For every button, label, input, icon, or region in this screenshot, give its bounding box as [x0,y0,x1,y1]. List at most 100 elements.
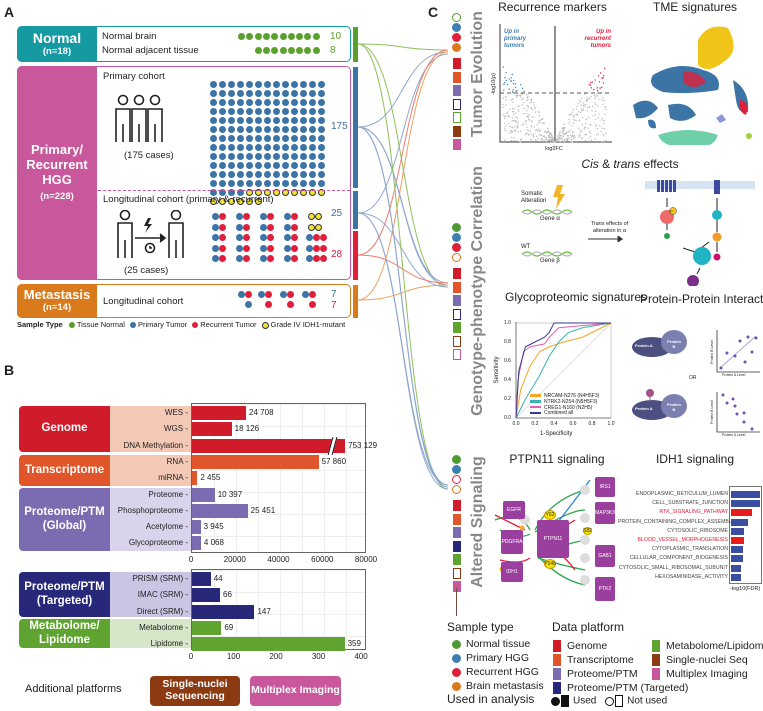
volcano-point [558,134,560,137]
primary-sample-dot [280,291,287,298]
volcano-point [505,99,507,101]
sample-type-label: Primary HGG [466,652,529,664]
primary-sample-dot [264,81,271,88]
lightning-icon [553,185,565,209]
primary-sample-dot [273,180,280,187]
primary-swatch [129,322,136,329]
volcano-point [528,134,530,136]
connection-curve [357,51,449,128]
data-platform-item: Genome [553,640,607,653]
volcano-point [578,100,581,102]
volcano-point [596,92,598,94]
primary-sample-dot [300,171,307,178]
primary-sample-dot [306,234,313,241]
primary-sample-dot [291,180,298,187]
normal-brain-count: 10 [330,31,342,42]
volcano-point [507,114,510,117]
category-band [110,619,191,648]
volcano-point [513,108,515,110]
volcano-point [604,113,606,116]
volcano-point [604,140,606,143]
volcano-point [525,93,528,96]
volcano-point [587,106,589,109]
primary-sample-dot [264,108,271,115]
recurrent-sample-dot [291,213,298,220]
primary-sample-dot [228,135,235,142]
volcano-point [540,134,543,137]
go-term-bar [731,527,745,535]
volcano-point [513,130,515,133]
volcano-point [530,120,533,122]
volcano-point [590,124,592,126]
data-platform-swatch [652,640,660,653]
connection-curve [357,126,449,286]
sample-type-title: Sample type [447,620,514,634]
primary-sample-dot [246,144,253,151]
volcano-point [581,138,583,140]
volcano-point [590,87,593,89]
volcano-point [605,140,607,142]
longitudinal-primary-count: 25 [331,208,343,219]
go-term-bar [731,564,742,572]
primary-sample-dot [236,223,243,231]
data-platform-label: Transcriptome [567,654,634,666]
primary-sample-dot [237,81,244,88]
primary-sample-dot [308,213,315,220]
volcano-point [534,111,537,113]
volcano-point [516,89,518,92]
roc-curve [515,322,612,419]
volcano-point [534,139,537,141]
volcano-point [510,139,513,142]
connection-curve [357,43,449,490]
volcano-point [514,129,517,131]
volcano-point [563,127,566,129]
metastasis-title: Metastasis [23,287,91,303]
up-primary-label: Up in primary tumors [504,29,527,50]
volcano-point [571,134,574,136]
volcano-point [562,135,565,138]
idh1-mutant-dot [255,198,262,205]
primary-sample-dot [219,153,226,160]
volcano-point [585,122,587,125]
unused-sample-icon [452,253,461,262]
idh1-mutant-dot [219,198,226,205]
idh1-mutant-dot [246,189,253,196]
volcano-point [506,83,509,86]
recurrent-sample-dot [313,244,320,252]
data-platform-title: Data platform [552,620,625,634]
primary-sample-dot [291,81,298,88]
volcano-point [544,136,546,139]
sample-type-label: Brain metastasis [466,680,544,692]
normal-sample-dot [304,47,312,54]
recurrent-sample-dot [309,291,316,298]
metastasis-recurrent-count: 7 [331,300,337,311]
volcano-point [524,120,527,123]
volcano-point [538,119,540,121]
used-platform-icon [453,125,461,137]
data-platform-label: Multiplex Imaging [666,668,748,680]
volcano-point [512,82,515,85]
volcano-point [504,127,506,129]
volcano-xlabel: log2FC [545,146,563,152]
volcano-point [563,129,565,131]
roc-y-tick: 0.6 [504,358,511,364]
volcano-point [585,118,587,121]
volcano-point [502,97,505,99]
primary-sample-dot [236,255,243,262]
row-label: WGS - [164,424,188,434]
volcano-point [509,129,512,132]
primary-sample-dot [255,162,262,169]
primary-sample-dot [219,180,226,187]
sample-type-item: Primary HGG [452,652,529,664]
x-tick-label: 80000 [354,555,378,564]
roc-xlabel: 1-Specificity [540,431,573,437]
primary-sample-dot [318,108,325,115]
volcano-point [518,110,520,112]
volcano-point [504,129,507,132]
x-tick-label: 60000 [311,555,334,564]
volcano-point [508,78,510,80]
bar-mirna [192,471,198,486]
volcano-point [523,102,525,104]
volcano-point [570,113,573,116]
primary-sample-dot [210,90,217,97]
